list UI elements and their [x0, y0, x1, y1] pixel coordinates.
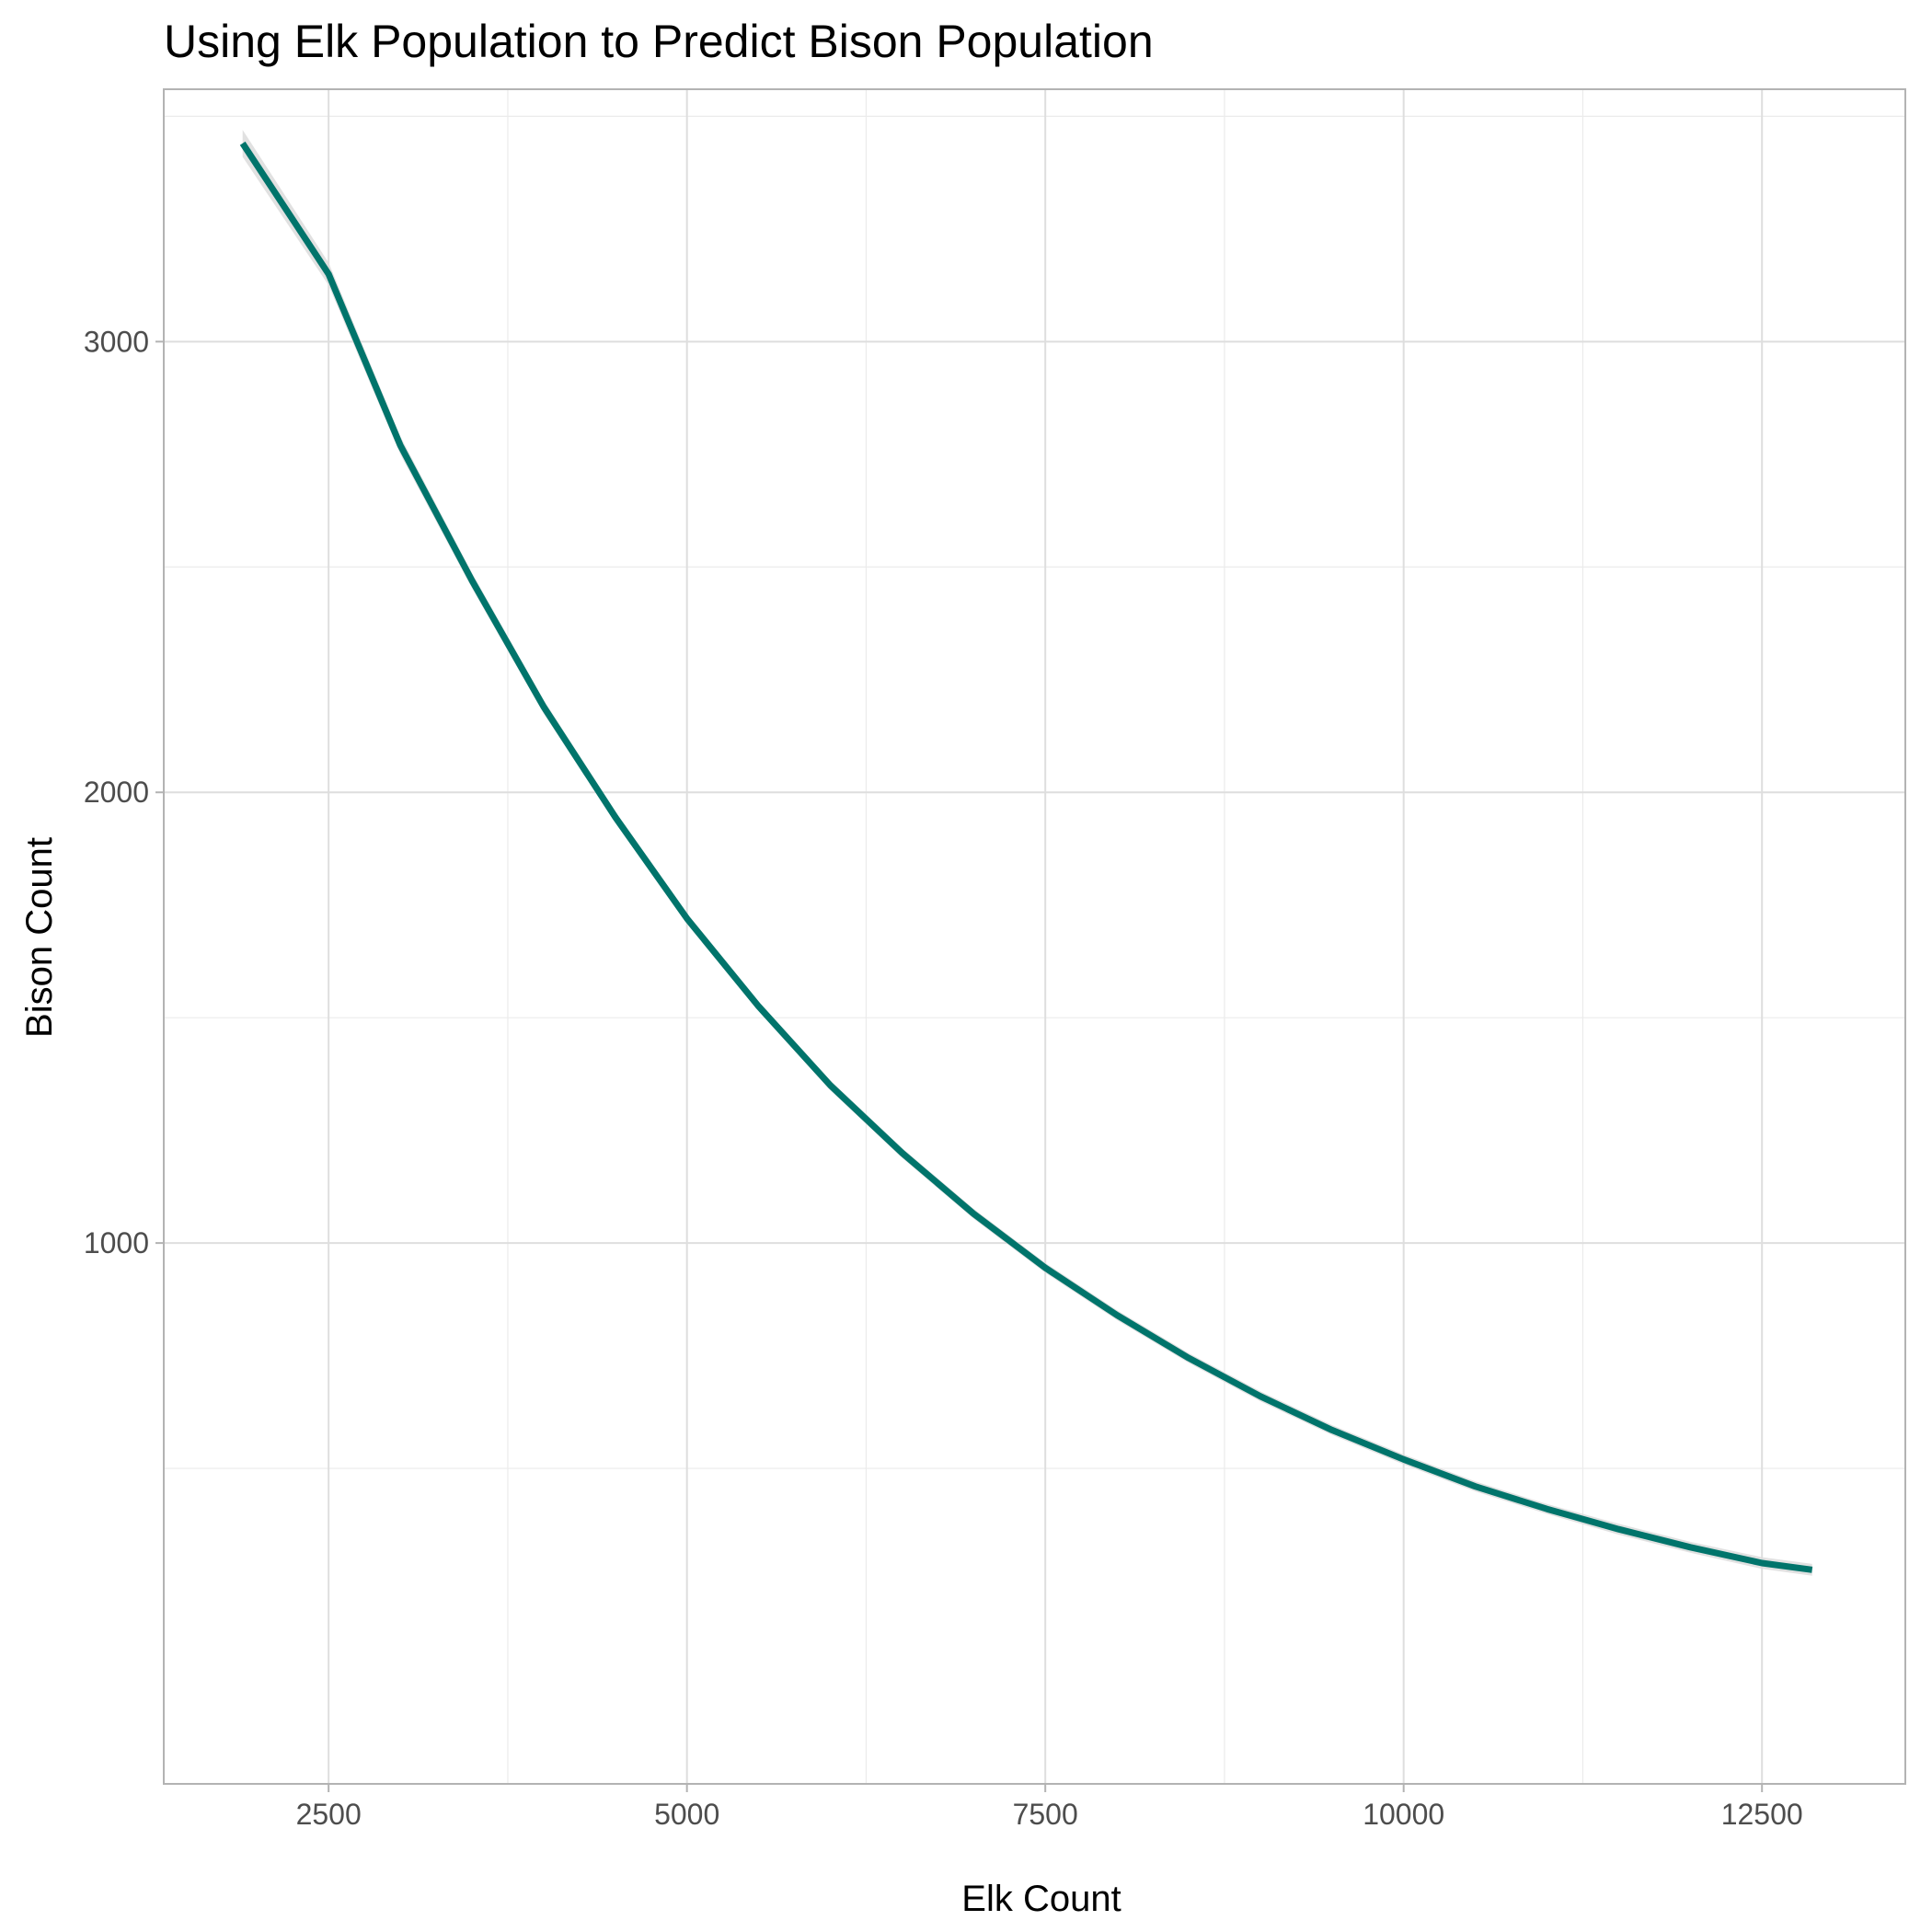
chart-title: Using Elk Population to Predict Bison Po… — [164, 16, 1154, 67]
plot-panel — [164, 89, 1905, 1784]
x-tick-label: 7500 — [1013, 1798, 1078, 1831]
x-tick-label: 12500 — [1721, 1798, 1803, 1831]
x-tick-label: 10000 — [1363, 1798, 1444, 1831]
y-axis-ticks: 1000 2000 3000 — [84, 325, 164, 1259]
fit-line — [239, 141, 1813, 1573]
fit-line-layer — [239, 141, 1813, 1573]
y-axis-title: Bison Count — [19, 837, 60, 1038]
y-tick-label: 3000 — [84, 325, 149, 358]
y-tick-label: 1000 — [84, 1226, 149, 1259]
panel-border — [163, 88, 1906, 1785]
x-tick-label: 5000 — [654, 1798, 719, 1831]
gridlines — [164, 89, 1905, 1784]
y-tick-label: 2000 — [84, 776, 149, 809]
x-axis-title: Elk Count — [961, 1879, 1121, 1919]
x-tick-label: 2500 — [296, 1798, 362, 1831]
x-axis-ticks: 2500 5000 7500 10000 12500 — [296, 1784, 1803, 1831]
